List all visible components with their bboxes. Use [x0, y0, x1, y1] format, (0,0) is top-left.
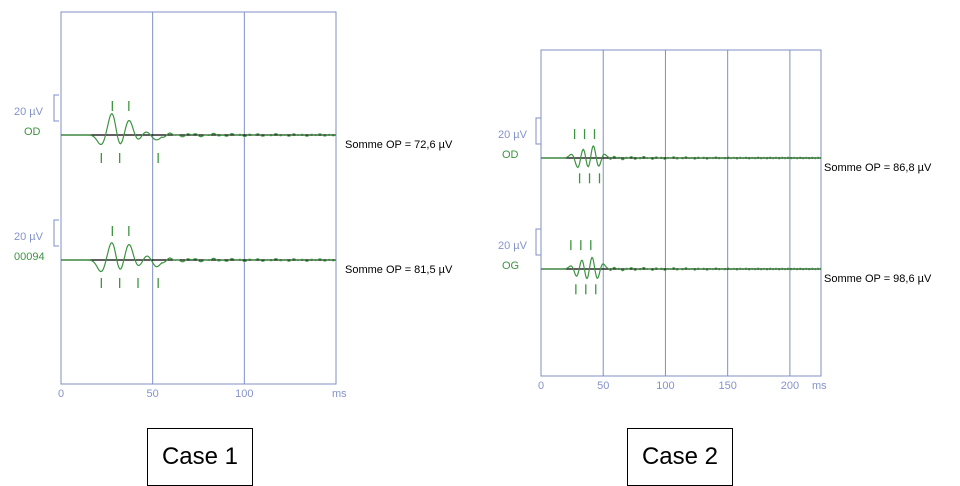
scale-label: 20 µV [14, 231, 44, 243]
op-waveform [541, 256, 822, 280]
scale-bar [53, 94, 59, 122]
somme-op-label: Somme OP = 72,6 µV [345, 139, 453, 151]
x-tick-label: 100 [656, 380, 674, 392]
x-unit-label: ms [332, 388, 347, 400]
op-waveform [61, 242, 337, 273]
somme-op-label: Somme OP = 86,8 µV [824, 162, 932, 174]
scale-bar [53, 219, 59, 247]
scale-bar [535, 228, 541, 256]
op-waveform [61, 113, 337, 145]
x-tick-label: 0 [538, 380, 544, 392]
x-tick-label: 50 [147, 388, 159, 400]
op-waveform [541, 145, 822, 169]
case-2-caption: Case 2 [627, 428, 733, 486]
scale-bar [535, 117, 541, 145]
somme-op-label: Somme OP = 81,5 µV [345, 264, 453, 276]
x-tick-label: 200 [781, 380, 799, 392]
scale-label: 20 µV [14, 106, 44, 118]
eye-label: OD [502, 149, 519, 161]
scale-label: 20 µV [498, 240, 528, 252]
scale-label: 20 µV [498, 129, 528, 141]
x-tick-label: 100 [235, 388, 253, 400]
plot-frame-case-2 [540, 49, 822, 377]
x-tick-label: 150 [718, 380, 736, 392]
case-1-caption: Case 1 [147, 428, 253, 486]
plot-frame-case-1 [60, 11, 337, 385]
x-unit-label: ms [812, 380, 827, 392]
eye-label: OD [24, 126, 41, 138]
eye-label: OG [502, 260, 519, 272]
eye-label: 00094 [14, 251, 45, 263]
somme-op-label: Somme OP = 98,6 µV [824, 273, 932, 285]
x-tick-label: 0 [58, 388, 64, 400]
x-tick-label: 50 [597, 380, 609, 392]
